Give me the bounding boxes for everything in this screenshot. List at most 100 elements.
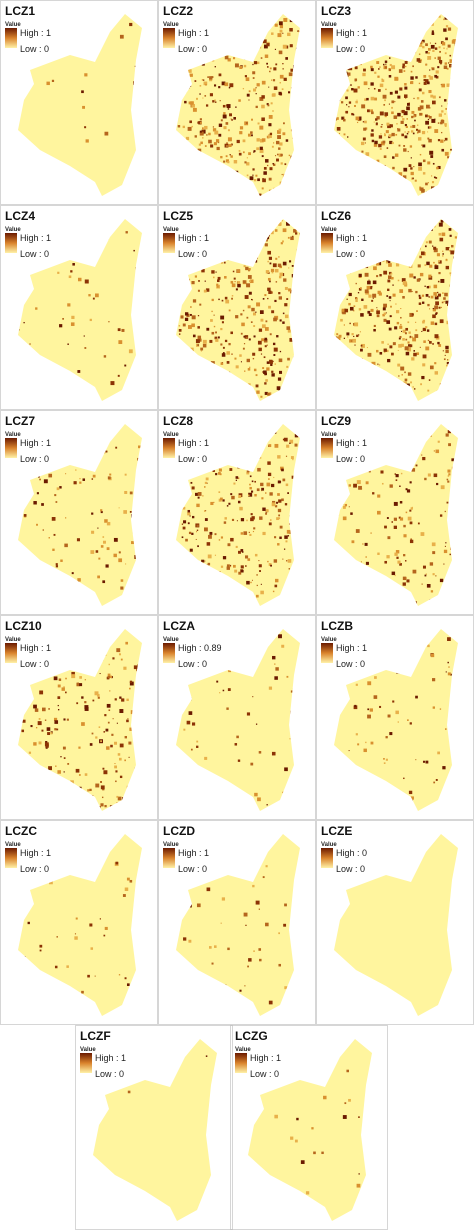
speckle bbox=[269, 492, 273, 496]
speckle bbox=[268, 563, 272, 566]
speckle bbox=[415, 464, 418, 467]
speckle bbox=[451, 244, 454, 248]
speckle bbox=[352, 338, 356, 343]
speckle bbox=[243, 335, 246, 338]
speckle bbox=[291, 315, 295, 320]
speckle bbox=[143, 807, 146, 810]
panel-title: LCZ9 bbox=[321, 414, 351, 428]
speckle bbox=[234, 743, 238, 746]
speckle bbox=[176, 527, 177, 531]
speckle bbox=[442, 253, 444, 255]
speckle bbox=[460, 741, 464, 745]
legend-high: High : 0 bbox=[336, 848, 367, 858]
speckle bbox=[373, 121, 375, 123]
speckle bbox=[301, 386, 302, 387]
speckle bbox=[460, 607, 461, 608]
speckle bbox=[222, 999, 227, 1003]
speckle bbox=[443, 297, 446, 300]
speckle bbox=[257, 340, 262, 345]
speckle bbox=[199, 154, 202, 157]
speckle bbox=[448, 711, 451, 714]
speckle bbox=[384, 525, 387, 529]
speckle bbox=[391, 276, 394, 280]
speckle bbox=[424, 264, 427, 267]
speckle bbox=[373, 40, 378, 45]
speckle bbox=[244, 295, 249, 299]
speckle bbox=[263, 44, 268, 49]
speckle bbox=[451, 65, 455, 69]
speckle bbox=[342, 1115, 347, 1119]
speckle bbox=[221, 242, 224, 245]
speckle bbox=[218, 298, 220, 301]
speckle bbox=[425, 293, 429, 297]
speckle bbox=[109, 473, 112, 476]
speckle bbox=[240, 565, 244, 569]
speckle bbox=[442, 350, 444, 352]
speckle bbox=[254, 259, 258, 263]
speckle bbox=[264, 294, 267, 297]
speckle bbox=[428, 275, 433, 280]
speckle bbox=[453, 108, 458, 112]
panel-title: LCZ2 bbox=[163, 4, 193, 18]
speckle bbox=[117, 796, 122, 801]
speckle bbox=[271, 310, 275, 314]
speckle bbox=[226, 257, 230, 261]
speckle bbox=[197, 545, 199, 548]
speckle bbox=[277, 33, 282, 38]
speckle bbox=[81, 990, 84, 994]
speckle bbox=[291, 587, 294, 591]
legend-ramp bbox=[321, 848, 333, 868]
speckle bbox=[207, 76, 209, 78]
speckle bbox=[53, 629, 56, 630]
speckle bbox=[400, 237, 403, 241]
speckle bbox=[230, 458, 235, 463]
panel-border bbox=[0, 410, 158, 615]
speckle bbox=[207, 393, 212, 397]
speckle bbox=[427, 389, 430, 392]
speckle bbox=[200, 222, 204, 225]
speckle bbox=[228, 593, 233, 598]
speckle bbox=[392, 166, 395, 170]
speckle bbox=[191, 125, 193, 128]
speckle bbox=[370, 133, 374, 137]
speckle bbox=[228, 26, 230, 28]
speckle bbox=[341, 116, 345, 120]
speckle bbox=[16, 709, 18, 711]
speckle bbox=[419, 15, 423, 19]
legend-title: Value bbox=[5, 22, 21, 28]
speckle bbox=[246, 174, 249, 177]
speckle bbox=[20, 802, 24, 806]
speckle bbox=[381, 482, 384, 485]
speckle bbox=[384, 172, 388, 175]
region-shape bbox=[248, 1039, 372, 1221]
speckle bbox=[457, 249, 458, 252]
speckle bbox=[416, 424, 419, 425]
speckle bbox=[404, 246, 406, 249]
speckle bbox=[284, 767, 288, 772]
speckle bbox=[84, 679, 86, 681]
speckle bbox=[348, 292, 352, 297]
speckle bbox=[403, 381, 407, 386]
speckle bbox=[18, 873, 19, 875]
speckle bbox=[177, 923, 179, 926]
speckle bbox=[458, 28, 461, 31]
speckle bbox=[222, 594, 226, 598]
speckle bbox=[134, 594, 137, 596]
speckle bbox=[432, 100, 436, 105]
speckle bbox=[397, 242, 399, 244]
legend-low: Low : 0 bbox=[178, 249, 207, 259]
speckle bbox=[215, 473, 218, 476]
speckle bbox=[372, 219, 376, 221]
speckle bbox=[138, 701, 141, 703]
speckle bbox=[419, 43, 423, 47]
speckle bbox=[231, 297, 233, 300]
speckle bbox=[57, 770, 61, 774]
speckle bbox=[443, 181, 447, 184]
speckle bbox=[388, 382, 391, 386]
speckle bbox=[118, 974, 121, 976]
speckle bbox=[346, 166, 349, 169]
speckle bbox=[413, 97, 415, 100]
speckle bbox=[129, 727, 133, 731]
speckle bbox=[56, 487, 60, 491]
speckle bbox=[444, 510, 446, 513]
